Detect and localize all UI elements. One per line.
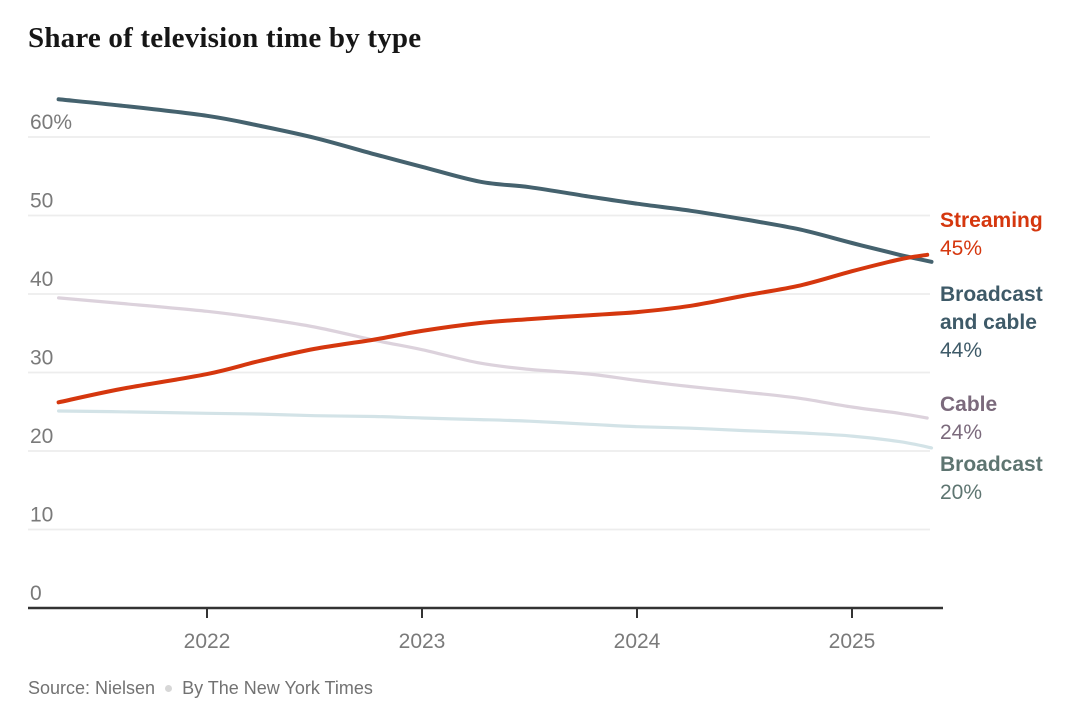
series-name-broadcast-and-cable: Broadcast and cable [940, 283, 1043, 334]
svg-text:40: 40 [30, 268, 53, 291]
svg-text:2024: 2024 [614, 630, 661, 653]
svg-text:2022: 2022 [184, 630, 231, 653]
series-label-broadcast: Broadcast 20% [940, 451, 1065, 507]
series-value-streaming: 45% [940, 237, 983, 260]
series-name-streaming: Streaming [940, 209, 1043, 232]
series-value-broadcast: 20% [940, 481, 983, 504]
svg-text:20: 20 [30, 425, 53, 448]
svg-text:60%: 60% [30, 111, 72, 134]
svg-text:0: 0 [30, 582, 42, 605]
svg-text:10: 10 [30, 504, 53, 527]
chart-title: Share of television time by type [28, 22, 422, 54]
series-name-cable: Cable [940, 393, 998, 416]
svg-text:30: 30 [30, 347, 53, 370]
source-line: Source: Nielsen By The New York Times [28, 678, 373, 699]
series-value-broadcast-and-cable: 44% [940, 339, 983, 362]
separator-dot-icon [165, 684, 173, 692]
svg-text:2025: 2025 [829, 630, 876, 653]
svg-text:50: 50 [30, 190, 53, 213]
series-label-broadcast-and-cable: Broadcast and cable 44% [940, 281, 1065, 365]
series-value-cable: 24% [940, 421, 983, 444]
source-text: Source: Nielsen [28, 678, 156, 698]
series-name-broadcast: Broadcast [940, 453, 1043, 476]
svg-text:2023: 2023 [399, 630, 446, 653]
series-label-cable: Cable 24% [940, 391, 1065, 447]
series-label-streaming: Streaming 45% [940, 207, 1065, 263]
byline-text: By The New York Times [182, 678, 373, 698]
